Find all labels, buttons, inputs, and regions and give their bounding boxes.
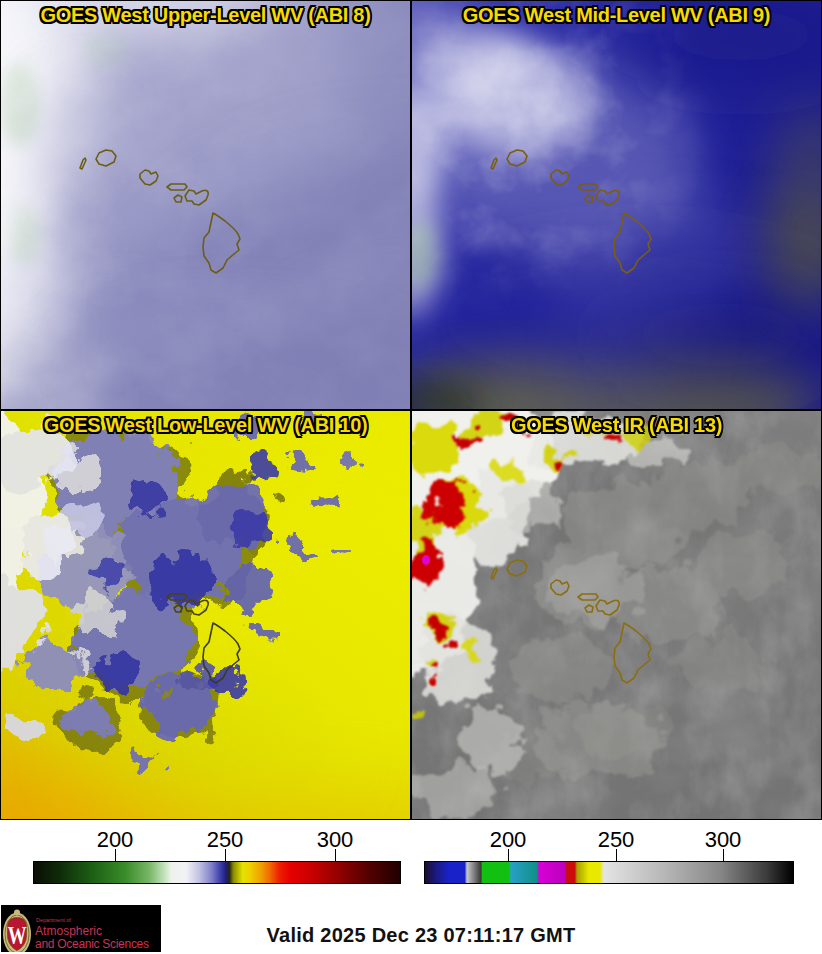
svg-text:Department of: Department of bbox=[36, 917, 71, 923]
